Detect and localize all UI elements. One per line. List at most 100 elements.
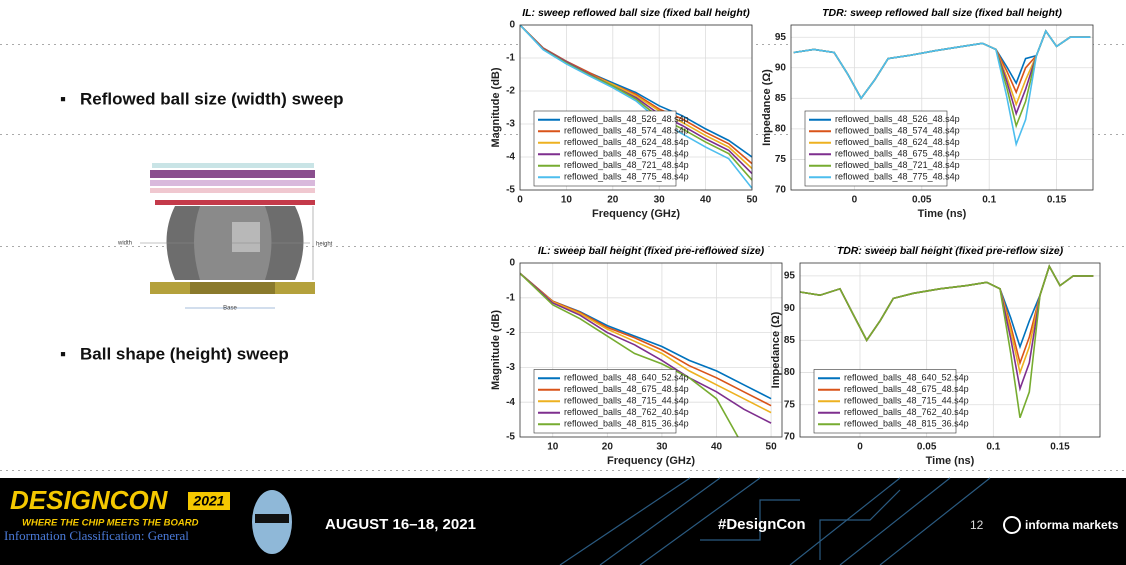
y-tick-label: 80 [775,124,787,135]
legend-label: reflowed_balls_48_715_44.s4p [844,396,969,406]
axes-frame [799,262,1101,438]
x-tick-label: 0.05 [912,195,932,206]
chart-title: IL: sweep reflowed ball size (fixed ball… [522,7,750,19]
logo-year: 2021 [192,493,224,509]
logo: DESIGNCON [10,485,169,515]
y-tick-label: 90 [784,303,796,314]
y-axis-label: Impedance (Ω) [770,311,782,388]
legend-label: reflowed_balls_48_640_52.s4p [564,373,689,383]
y-tick-label: -3 [506,119,515,130]
legend-label: reflowed_balls_48_526_48.s4p [564,114,689,124]
y-tick-label: -5 [506,185,515,196]
chart: 0 10 20 30 40 50 0 -1 -2 -3 -4 -5 IL: sweep reflowed… [490,7,758,220]
legend-label: reflowed_balls_48_574_48.s4p [835,126,960,136]
bullet-text: Reflowed ball size (width) sweep [80,89,344,108]
y-tick-label: 0 [509,20,515,31]
series-line [793,29,1091,148]
y-tick-label: 95 [775,32,787,43]
bullet-mark: ▪ [60,344,66,363]
y-tick-label: 85 [784,335,796,346]
y-tick-label: -4 [506,397,515,408]
chart: 0 0.05 0.1 0.15 70 75 80 85 90 95 TDR: sweep ball … [770,245,1101,467]
legend-box [804,110,948,187]
legend-label: reflowed_balls_48_624_48.s4p [564,137,689,147]
y-axis-label: Magnitude (dB) [490,67,502,147]
legend-label: reflowed_balls_48_675_48.s4p [844,384,969,394]
chart-title: TDR: sweep reflowed ball size (fixed bal… [822,7,1062,19]
legend-label: reflowed_balls_48_715_44.s4p [564,396,689,406]
axes-frame [519,262,783,438]
y-tick-label: -2 [506,86,515,97]
package-figure: width height Base [117,163,333,312]
y-tick-label: -5 [506,432,515,443]
y-tick-label: -4 [506,152,515,163]
y-tick-label: 80 [784,367,796,378]
legend-label: reflowed_balls_48_675_48.s4p [835,149,960,159]
footer: DESIGNCON 2021 WHERE THE CHIP MEETS THE … [0,477,1126,565]
chart-title: TDR: sweep ball height (fixed pre-reflow… [837,245,1064,257]
series-line [520,25,752,189]
legend-label: reflowed_balls_48_815_36.s4p [844,419,969,429]
chart: 10 20 30 40 50 0 -1 -2 -3 -4 -5 IL: sweep ball heig… [490,245,783,467]
x-tick-label: 20 [602,442,614,453]
bullet-mark: ▪ [60,89,66,108]
x-tick-label: 30 [656,442,668,453]
dates: AUGUST 16–18, 2021 [325,516,476,533]
x-axis-label: Frequency (GHz) [592,208,680,220]
bullet-text: Ball shape (height) sweep [80,344,289,363]
figure-label: height [316,242,333,248]
figure-label: Base [223,306,237,312]
y-tick-label: 0 [509,258,515,269]
x-tick-label: 40 [711,442,723,453]
page-number: 12 [970,518,984,532]
series-line [800,264,1094,418]
x-tick-label: 0.15 [1050,442,1070,453]
x-tick-label: 0.1 [982,195,996,206]
series-line [520,272,772,424]
legend-label: reflowed_balls_48_815_36.s4p [564,419,689,429]
legend-label: reflowed_balls_48_574_48.s4p [564,126,689,136]
x-tick-label: 10 [547,442,559,453]
y-tick-label: 85 [775,93,787,104]
y-tick-label: -2 [506,327,515,338]
y-tick-label: 95 [784,271,796,282]
x-tick-label: 50 [766,442,778,453]
x-tick-label: 10 [561,195,573,206]
chart-title: IL: sweep ball height (fixed pre-reflowe… [538,245,765,257]
charts: 0 10 20 30 40 50 0 -1 -2 -3 -4 -5 IL: sweep reflowed… [490,7,1101,467]
legend-label: reflowed_balls_48_640_52.s4p [844,373,969,383]
legend-label: reflowed_balls_48_762_40.s4p [844,407,969,417]
legend-label: reflowed_balls_48_775_48.s4p [564,172,689,182]
axes-frame [790,24,1094,191]
classification: Information Classification: General [4,528,189,543]
y-tick-label: -1 [506,53,515,64]
x-axis-label: Time (ns) [926,455,975,467]
hashtag: #DesignCon [718,516,806,533]
x-tick-label: 0 [852,195,858,206]
chart: 0 0.05 0.1 0.15 70 75 80 85 90 95 TDR: sweep reflo… [761,7,1094,220]
x-axis-label: Time (ns) [918,208,967,220]
y-tick-label: 75 [784,399,796,410]
y-axis-label: Magnitude (dB) [490,310,502,390]
x-tick-label: 0 [857,442,863,453]
x-axis-label: Frequency (GHz) [607,455,695,467]
x-tick-label: 0.05 [917,442,937,453]
series-line [520,272,739,437]
x-tick-label: 30 [654,195,666,206]
x-tick-label: 0.1 [986,442,1000,453]
x-tick-label: 20 [607,195,619,206]
x-tick-label: 0.15 [1047,195,1067,206]
figure-label: width [117,241,132,247]
x-tick-label: 0 [517,195,523,206]
y-tick-label: 90 [775,62,787,73]
legend-box [533,110,677,187]
legend-label: reflowed_balls_48_624_48.s4p [835,137,960,147]
sponsor: informa markets [1025,518,1119,532]
x-tick-label: 40 [700,195,712,206]
legend-label: reflowed_balls_48_675_48.s4p [564,384,689,394]
x-tick-label: 50 [746,195,758,206]
axes-frame [519,24,753,191]
legend-label: reflowed_balls_48_721_48.s4p [564,160,689,170]
tagline: WHERE THE CHIP MEETS THE BOARD [22,518,199,529]
